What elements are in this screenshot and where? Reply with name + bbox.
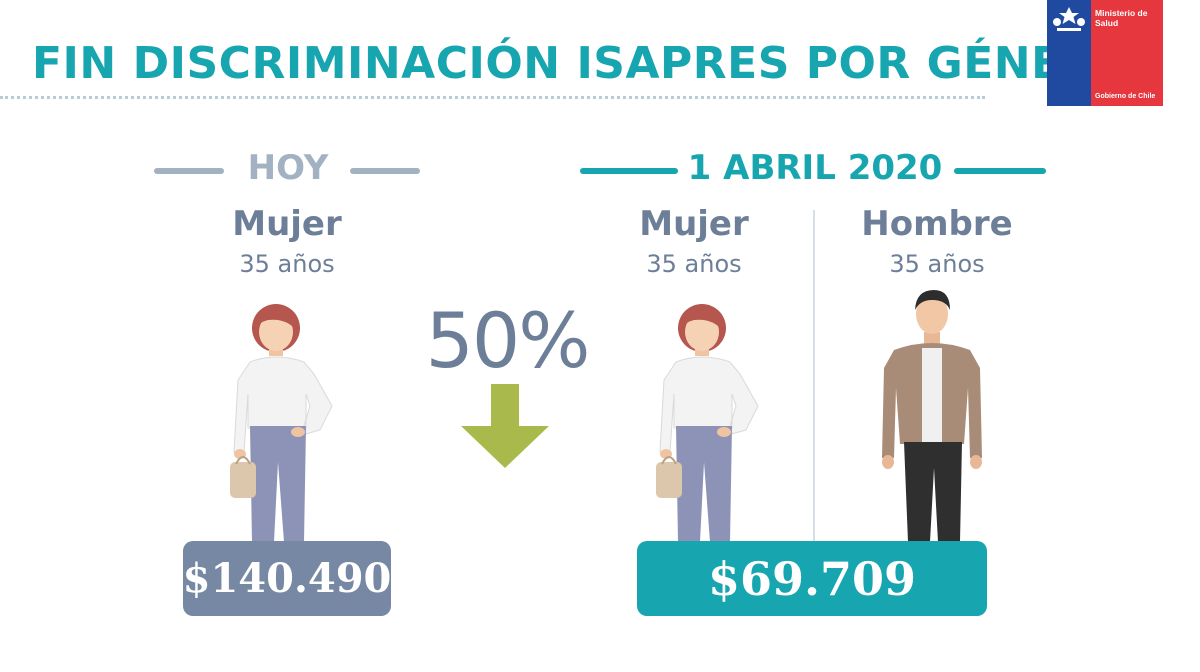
future-bar-left [580, 168, 678, 174]
future-man-label: Hombre [861, 204, 1013, 244]
logo-line2: Salud [1095, 18, 1119, 28]
future-man-age: 35 años [889, 250, 985, 278]
hoy-bar-right [350, 168, 420, 174]
hoy-bar-left [154, 168, 224, 174]
logo-footer: Gobierno de Chile [1095, 93, 1156, 100]
man-figure-icon [882, 290, 982, 542]
coat-of-arms-icon [1053, 7, 1085, 31]
reduction-percent: 50% [425, 296, 591, 385]
future-woman-label: Mujer [639, 204, 749, 244]
logo-blue-band [1047, 0, 1091, 106]
woman-figure-icon [656, 304, 759, 542]
future-heading: 1 ABRIL 2020 [687, 148, 943, 188]
down-arrow-icon [461, 384, 549, 468]
future-bar-right [954, 168, 1046, 174]
future-price-badge: $69.709 [637, 541, 987, 616]
future-woman-age: 35 años [646, 250, 742, 278]
page-title: FIN DISCRIMINACIÓN ISAPRES POR GÉNERO [32, 38, 1134, 89]
column-divider [813, 210, 815, 542]
woman-figure-icon [230, 304, 333, 542]
hoy-heading: HOY [247, 148, 329, 188]
logo-line1: Ministerio de [1095, 8, 1148, 18]
hoy-age: 35 años [239, 250, 335, 278]
hoy-price-badge: $140.490 [183, 541, 391, 616]
logo-red-band: Ministerio de Salud Gobierno de Chile [1091, 0, 1163, 106]
dotted-divider [0, 96, 985, 99]
hoy-person-label: Mujer [232, 204, 342, 244]
ministerio-logo: Ministerio de Salud Gobierno de Chile [1047, 0, 1163, 106]
